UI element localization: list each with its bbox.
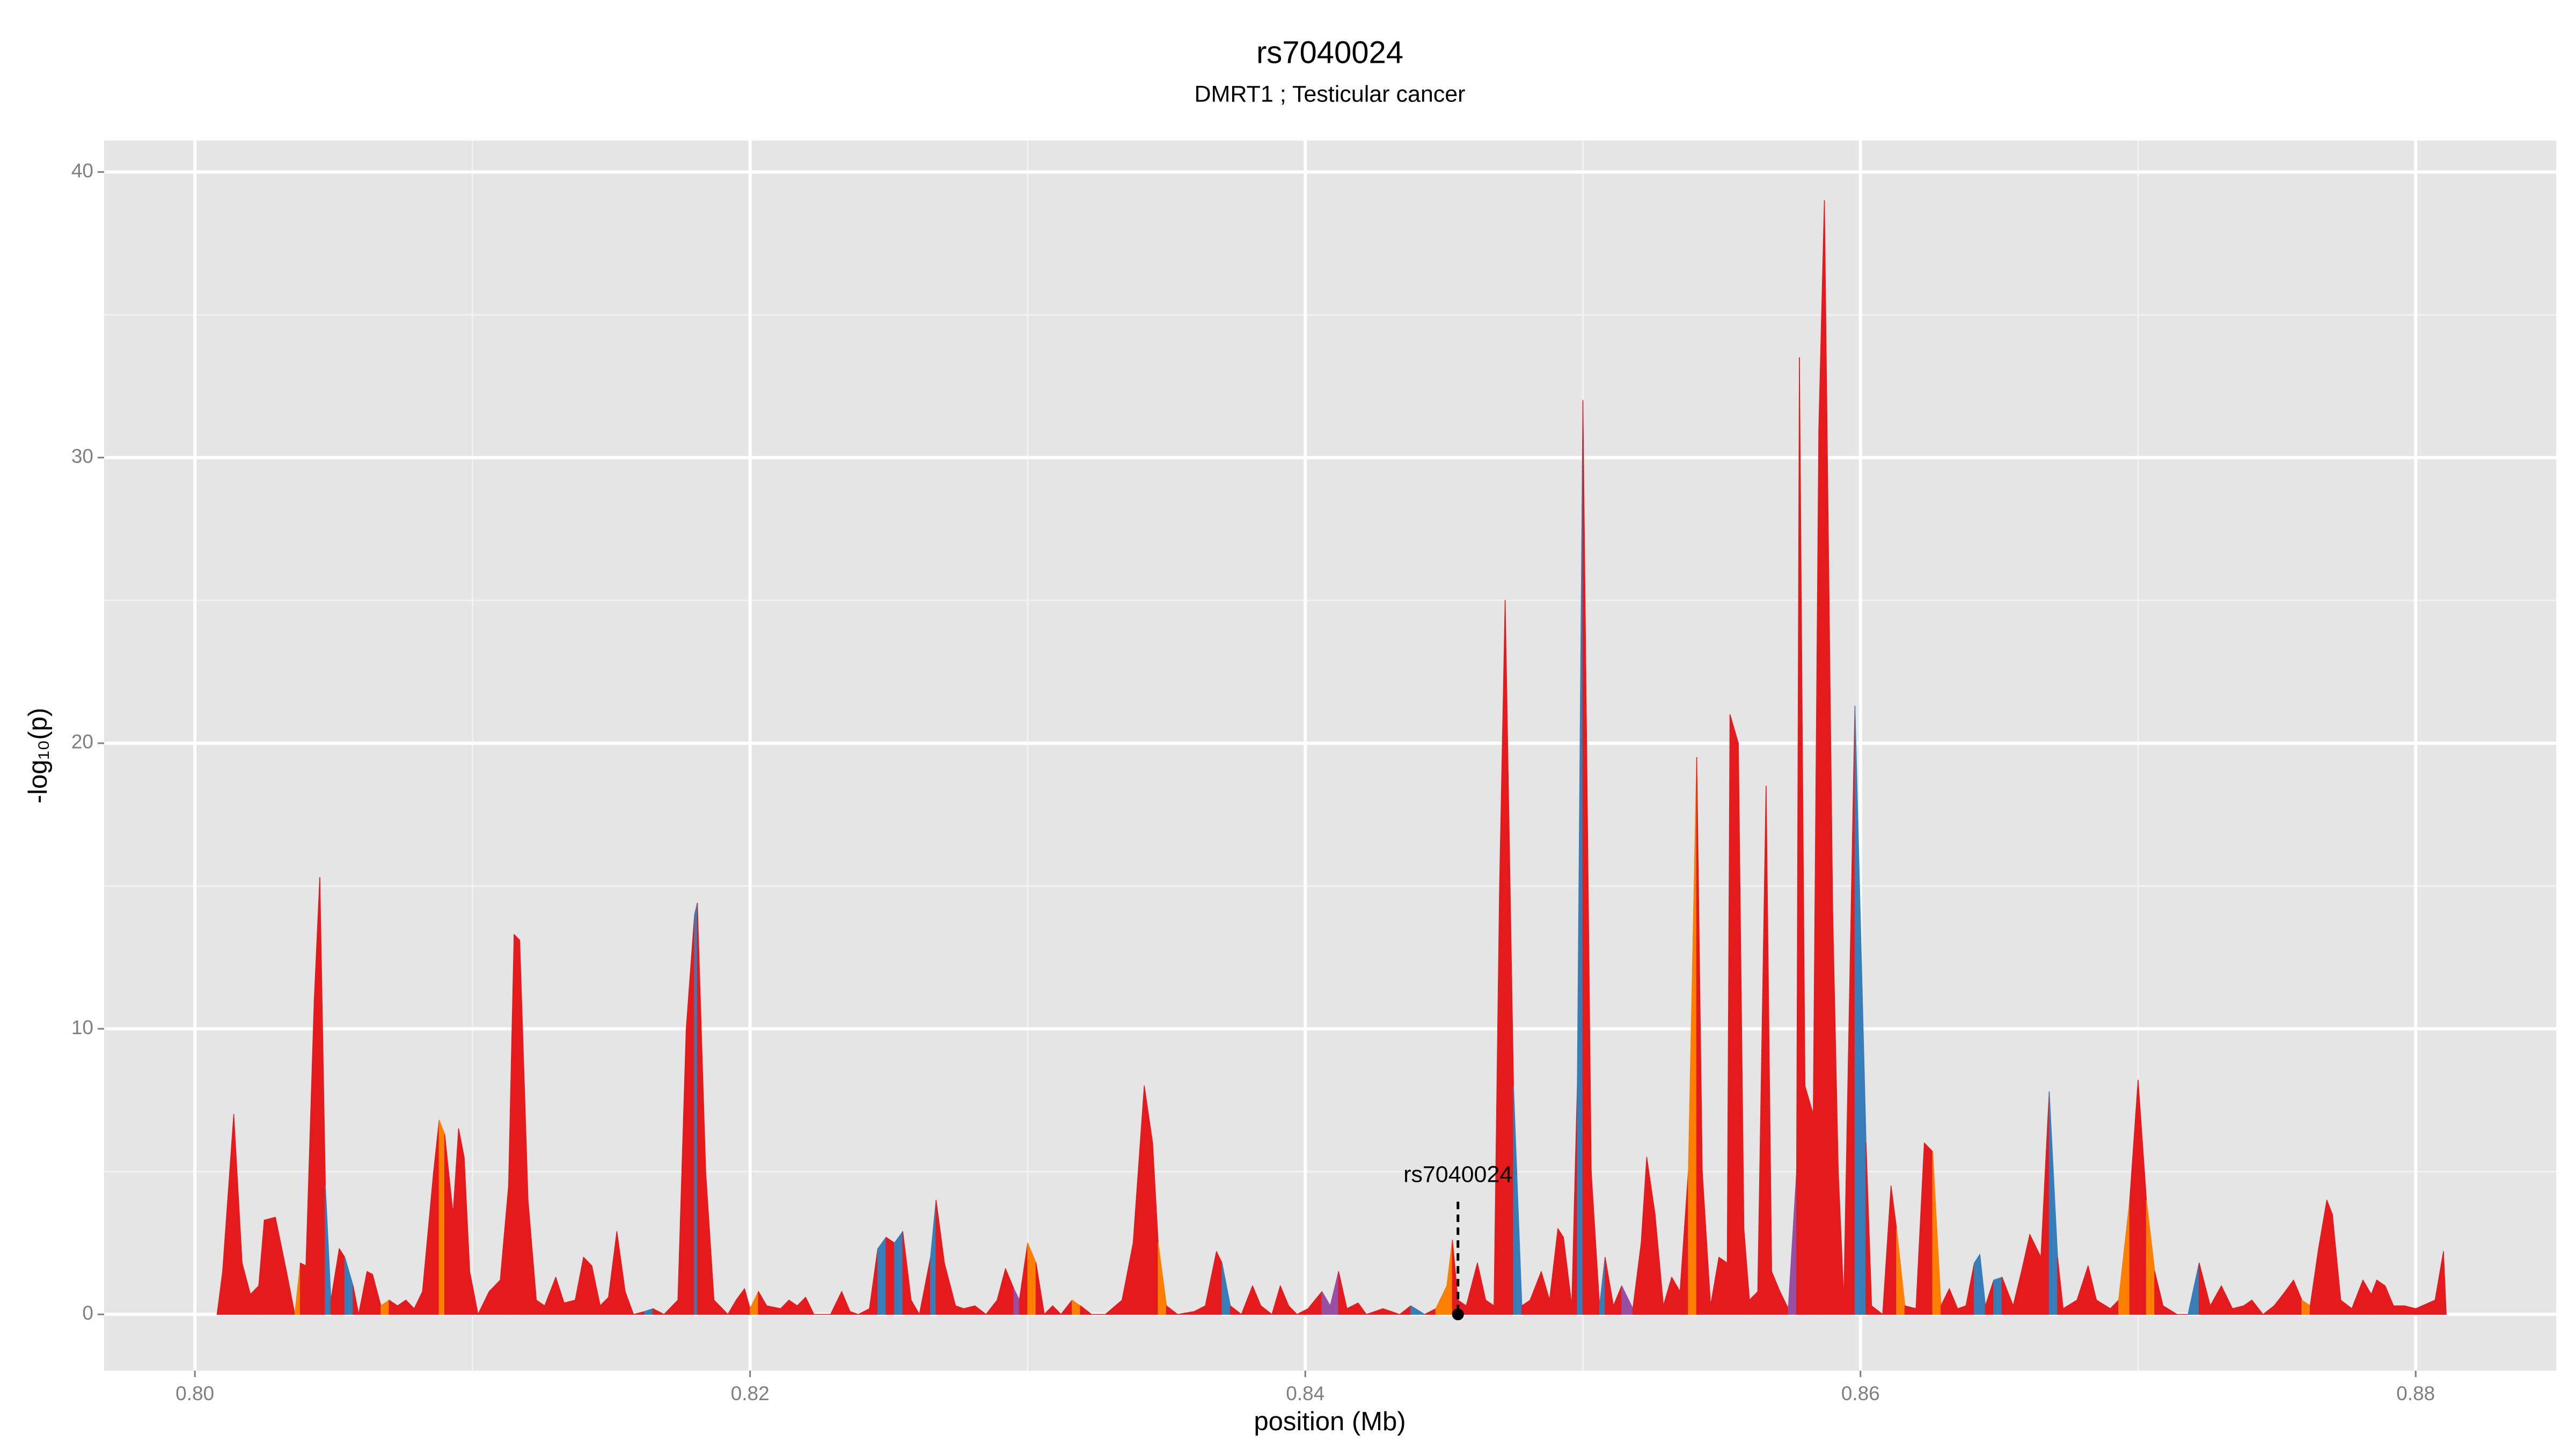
area-segment (1260, 1305, 1272, 1315)
y-tick-label: 0 (82, 1302, 93, 1324)
area-segment (2376, 1279, 2386, 1315)
x-tick-label: 0.86 (1841, 1382, 1880, 1404)
area-segment (1357, 1302, 1367, 1315)
area-segment (583, 1256, 592, 1315)
area-segment (2251, 1299, 2264, 1315)
y-tick-label: 20 (71, 731, 93, 753)
area-segment (713, 1299, 729, 1315)
annotation-label: rs7040024 (1403, 1162, 1512, 1188)
area-segment (1216, 1251, 1223, 1315)
area-segment (367, 1271, 373, 1315)
area-segment (974, 1305, 987, 1315)
area-segment (2326, 1199, 2333, 1315)
area-segment (438, 1119, 445, 1315)
area-segment (1230, 1305, 1242, 1315)
area-segment (2162, 1305, 2178, 1315)
area-segment (1080, 1305, 1092, 1315)
area-series (216, 200, 2447, 1315)
y-tick-label: 10 (71, 1016, 93, 1038)
area-segment (469, 1271, 479, 1315)
area-segment (458, 1128, 465, 1315)
area-segment (1382, 1308, 1400, 1315)
area-segment (1288, 1305, 1298, 1315)
y-tick-label: 40 (71, 159, 93, 181)
area-segment (1804, 1085, 1814, 1315)
x-axis-label: position (Mb) (1254, 1407, 1406, 1436)
annotation-point (1452, 1308, 1464, 1321)
x-tick-label: 0.84 (1286, 1382, 1324, 1404)
x-tick-label: 0.88 (2396, 1382, 2435, 1404)
area-segment (1974, 1254, 1980, 1315)
x-tick-label: 0.82 (731, 1382, 770, 1404)
area-segment (299, 1262, 306, 1315)
area-segment (1729, 714, 1739, 1315)
chart-title: rs7040024 (1256, 35, 1403, 70)
area-segment (1557, 1228, 1564, 1315)
area-segment (652, 1308, 665, 1315)
area-segment (850, 1311, 859, 1315)
area-segment (286, 1271, 296, 1315)
area-segment (625, 1291, 634, 1315)
x-tick-label: 0.80 (175, 1382, 214, 1404)
area-segment (264, 1217, 276, 1315)
area-segment (2443, 1251, 2447, 1315)
y-tick-label: 30 (71, 445, 93, 467)
y-axis-label: -log₁₀(p) (24, 708, 53, 803)
area-segment (1923, 1143, 1933, 1315)
area-segment (339, 1248, 346, 1315)
area-segment (514, 934, 521, 1315)
area-segment (910, 1299, 920, 1315)
area-segment (1871, 1305, 1883, 1315)
area-segment (694, 903, 698, 1315)
area-segment (1410, 1305, 1425, 1315)
area-segment (1035, 1262, 1045, 1315)
area-segment (1993, 1277, 2003, 1315)
area-segment (894, 1231, 903, 1315)
chart-subtitle: DMRT1 ; Testicular cancer (1194, 81, 1465, 107)
area-segment (353, 1285, 360, 1315)
area-segment (564, 1299, 576, 1315)
area-segment (885, 1236, 895, 1315)
area-segment (1052, 1305, 1062, 1315)
area-segment (1718, 1256, 1728, 1315)
area-segment (2393, 1305, 2405, 1315)
area-segment (877, 1236, 887, 1315)
area-segment (805, 1297, 815, 1315)
area-segment (1166, 1305, 1179, 1315)
